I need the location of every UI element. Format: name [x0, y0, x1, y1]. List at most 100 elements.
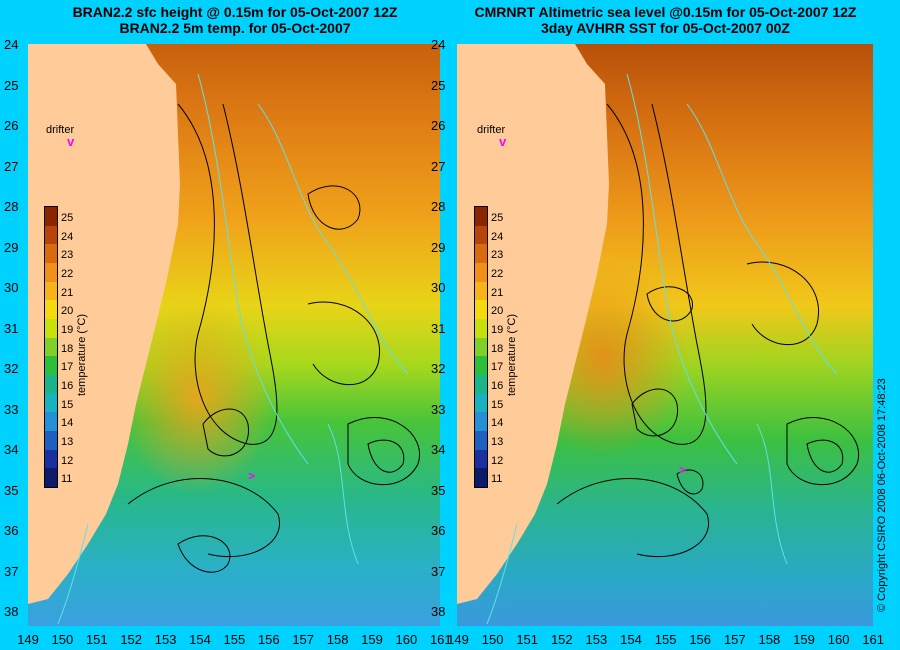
- left-land: [28, 44, 180, 604]
- left-y-tick-31: 31: [4, 320, 19, 336]
- left-y-tick-36: 36: [4, 523, 19, 538]
- right-x-tick-150: 150: [481, 632, 504, 647]
- colorbar-swatch: [475, 431, 487, 451]
- right-colorbar: [474, 206, 488, 488]
- colorbar-tick-12: 12: [491, 454, 504, 467]
- colorbar-tick-14: 14: [491, 417, 504, 430]
- left-y-tick-32: 32: [4, 361, 19, 376]
- colorbar-tick-20: 20: [491, 305, 504, 318]
- left-y-tick-33: 33: [4, 401, 19, 417]
- left-x-tick-152: 152: [120, 632, 143, 647]
- left-y-tick-26: 26: [4, 118, 19, 133]
- right-map-panel[interactable]: > drifter v temperature (°C) 25 24 23 22 21 2…: [457, 44, 873, 626]
- colorbar-swatch: [45, 468, 57, 488]
- left-y-tick-28: 28: [4, 199, 19, 214]
- right-y-tick-28: 28: [431, 199, 446, 214]
- right-x-tick-153: 153: [585, 632, 608, 647]
- colorbar-swatch: [475, 263, 487, 283]
- right-colorbar-unit: temperature (°C): [506, 313, 518, 396]
- colorbar-tick-24: 24: [491, 230, 504, 243]
- left-y-tick-24: 24: [4, 37, 19, 52]
- right-x-tick-151: 151: [516, 632, 539, 647]
- right-drifter-legend-label: drifter: [477, 124, 506, 136]
- left-y-tick-27: 27: [4, 158, 19, 174]
- left-colorbar: [44, 206, 58, 488]
- colorbar-tick-24: 24: [61, 230, 74, 243]
- right-x-tick-160: 160: [827, 632, 850, 647]
- right-map-svg: >: [457, 44, 873, 626]
- left-x-tick-149: 149: [17, 632, 39, 647]
- colorbar-swatch: [475, 281, 487, 301]
- right-y-tick-32: 32: [431, 361, 446, 376]
- colorbar-swatch: [45, 375, 57, 395]
- colorbar-tick-13: 13: [491, 436, 504, 448]
- left-y-tick-35: 35: [4, 482, 19, 498]
- left-map-svg: >: [28, 44, 440, 626]
- right-x-tick-149: 149: [447, 632, 469, 647]
- right-x-tick-159: 159: [793, 632, 815, 647]
- left-y-tick-37: 37: [4, 563, 19, 579]
- left-y-tick-25: 25: [4, 77, 19, 93]
- colorbar-swatch: [45, 356, 57, 376]
- colorbar-swatch: [45, 337, 57, 357]
- left-y-tick-29: 29: [4, 239, 19, 255]
- right-black-contours: [556, 103, 859, 558]
- right-y-tick-26: 26: [431, 118, 446, 133]
- left-map-panel[interactable]: > drifter v temperature (°C) 25 24 23 22 21 2…: [28, 44, 440, 626]
- left-drifter-legend-label: drifter: [46, 124, 75, 136]
- colorbar-tick-16: 16: [491, 380, 504, 392]
- left-x-tick-159: 159: [361, 632, 383, 647]
- colorbar-swatch: [45, 412, 57, 432]
- colorbar-tick-12: 12: [61, 454, 74, 467]
- right-cyan-contours: [486, 73, 838, 625]
- colorbar-swatch: [45, 244, 57, 264]
- colorbar-tick-19: 19: [491, 324, 504, 336]
- colorbar-tick-17: 17: [491, 361, 504, 374]
- right-y-tick-27: 27: [431, 158, 446, 174]
- left-x-tick-155: 155: [223, 632, 246, 647]
- colorbar-swatch: [45, 449, 57, 469]
- right-title-line1: CMRNRT Altimetric sea level @0.15m for 0…: [474, 4, 857, 20]
- colorbar-tick-23: 23: [61, 249, 74, 262]
- colorbar-swatch: [475, 225, 487, 245]
- colorbar-tick-17: 17: [61, 361, 74, 374]
- colorbar-swatch: [475, 375, 487, 395]
- right-y-tick-38: 38: [431, 604, 446, 619]
- colorbar-tick-15: 15: [61, 398, 74, 411]
- left-y-tick-34: 34: [4, 442, 19, 457]
- colorbar-swatch: [45, 263, 57, 283]
- right-y-tick-34: 34: [431, 442, 446, 457]
- right-x-tick-155: 155: [654, 632, 677, 647]
- colorbar-tick-11: 11: [491, 473, 503, 486]
- copyright-notice: © Copyright CSIRO 2008 06-Oct-2008 17:48…: [876, 378, 888, 612]
- colorbar-swatch: [475, 468, 487, 488]
- colorbar-swatch: [45, 300, 57, 320]
- colorbar-swatch: [475, 319, 487, 339]
- left-x-tick-156: 156: [257, 632, 280, 647]
- right-x-tick-161: 161: [862, 632, 885, 647]
- right-panel-title: CMRNRT Altimetric sea level @0.15m for 0…: [458, 4, 873, 36]
- colorbar-tick-11: 11: [61, 473, 73, 486]
- colorbar-tick-19: 19: [61, 324, 74, 336]
- colorbar-tick-25: 25: [491, 212, 504, 224]
- colorbar-swatch: [45, 319, 57, 339]
- left-title-line2: BRAN2.2 5m temp. for 05-Oct-2007: [119, 20, 351, 36]
- colorbar-tick-22: 22: [61, 268, 74, 280]
- right-x-tick-158: 158: [758, 632, 781, 647]
- right-x-tick-154: 154: [620, 632, 642, 647]
- right-drifter-legend-icon: v: [499, 134, 507, 149]
- left-x-tick-158: 158: [326, 632, 349, 647]
- right-y-tick-24: 24: [431, 37, 446, 52]
- colorbar-swatch: [45, 431, 57, 451]
- right-y-tick-29: 29: [431, 239, 446, 255]
- left-y-tick-38: 38: [4, 604, 19, 619]
- left-x-tick-150: 150: [51, 632, 74, 647]
- left-cyan-contours: [57, 73, 409, 625]
- left-y-tick-30: 30: [4, 280, 19, 295]
- right-y-tick-37: 37: [431, 563, 446, 579]
- colorbar-swatch: [475, 393, 487, 413]
- colorbar-tick-13: 13: [61, 436, 74, 448]
- colorbar-swatch: [475, 207, 487, 227]
- right-land: [457, 44, 609, 604]
- colorbar-swatch: [475, 300, 487, 320]
